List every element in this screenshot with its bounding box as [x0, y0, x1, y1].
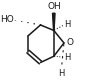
Text: HO: HO: [0, 15, 14, 24]
Text: OH: OH: [48, 2, 61, 11]
Text: O: O: [67, 38, 74, 47]
Polygon shape: [53, 13, 55, 30]
Text: H: H: [64, 53, 71, 62]
Text: H: H: [64, 20, 71, 29]
Text: H: H: [58, 69, 65, 78]
